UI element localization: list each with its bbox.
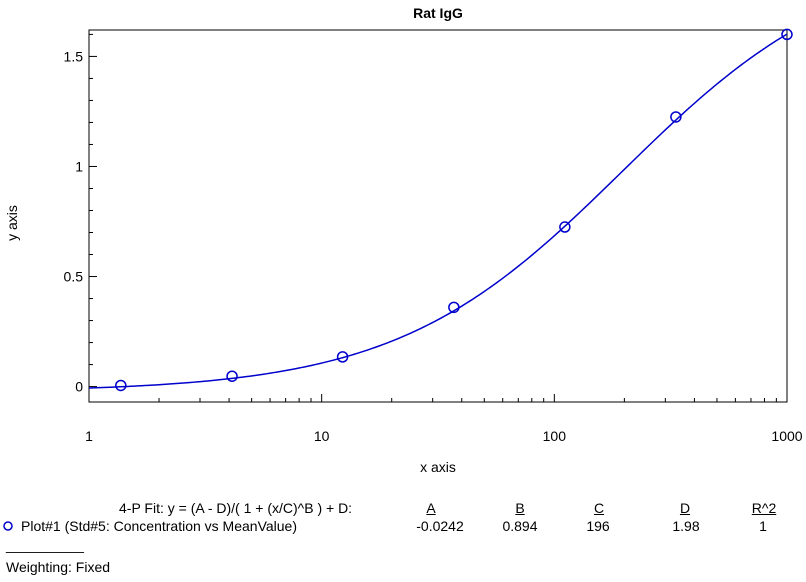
y-tick-label: 0 [75, 379, 83, 395]
legend-label: Plot#1 (Std#5: Concentration vs MeanValu… [21, 518, 298, 534]
y-axis-title: y axis [4, 205, 20, 241]
y-tick-label: 0.5 [64, 269, 84, 285]
y-tick-label: 1 [75, 158, 83, 174]
x-tick-label: 10 [314, 428, 330, 444]
x-tick-label: 1 [85, 428, 93, 444]
fit-value-b: 0.894 [502, 518, 538, 534]
legend-marker [3, 521, 13, 531]
fit-value-r2: 1 [759, 518, 767, 534]
data-point [336, 351, 349, 363]
fit-header-d: D [679, 500, 691, 516]
data-point [115, 379, 127, 392]
data-point [670, 111, 682, 123]
fit-header-b: B [515, 500, 525, 516]
fit-value-a: -0.0242 [416, 518, 464, 534]
chart-title: Rat IgG [413, 5, 463, 21]
x-tick-label: 100 [543, 428, 567, 444]
fit-value-d: 1.98 [672, 518, 700, 534]
plot-frame [88, 29, 788, 403]
fit-curve [88, 33, 788, 389]
data-point [781, 28, 793, 41]
y-tick-label: 1.5 [64, 48, 84, 64]
fit-header-r2: R^2 [751, 500, 777, 516]
data-point [448, 301, 460, 314]
weighting-label: Weighting: Fixed [6, 559, 111, 575]
x-tick-label: 1000 [771, 428, 802, 444]
separator-line: __________ [6, 537, 84, 553]
fit-value-c: 196 [586, 518, 610, 534]
data-point [226, 370, 238, 382]
fit-header-a: A [426, 500, 436, 516]
data-point [559, 221, 571, 233]
axis-ticks: 1 10 100 1000 0 0.5 1 1.5 [64, 33, 803, 444]
data-points [115, 28, 793, 392]
fit-equation: 4-P Fit: y = (A - D)/( 1 + (x/C)^B ) + D… [119, 500, 353, 516]
fit-header-c: C [593, 500, 605, 516]
x-axis-title: x axis [420, 459, 456, 475]
